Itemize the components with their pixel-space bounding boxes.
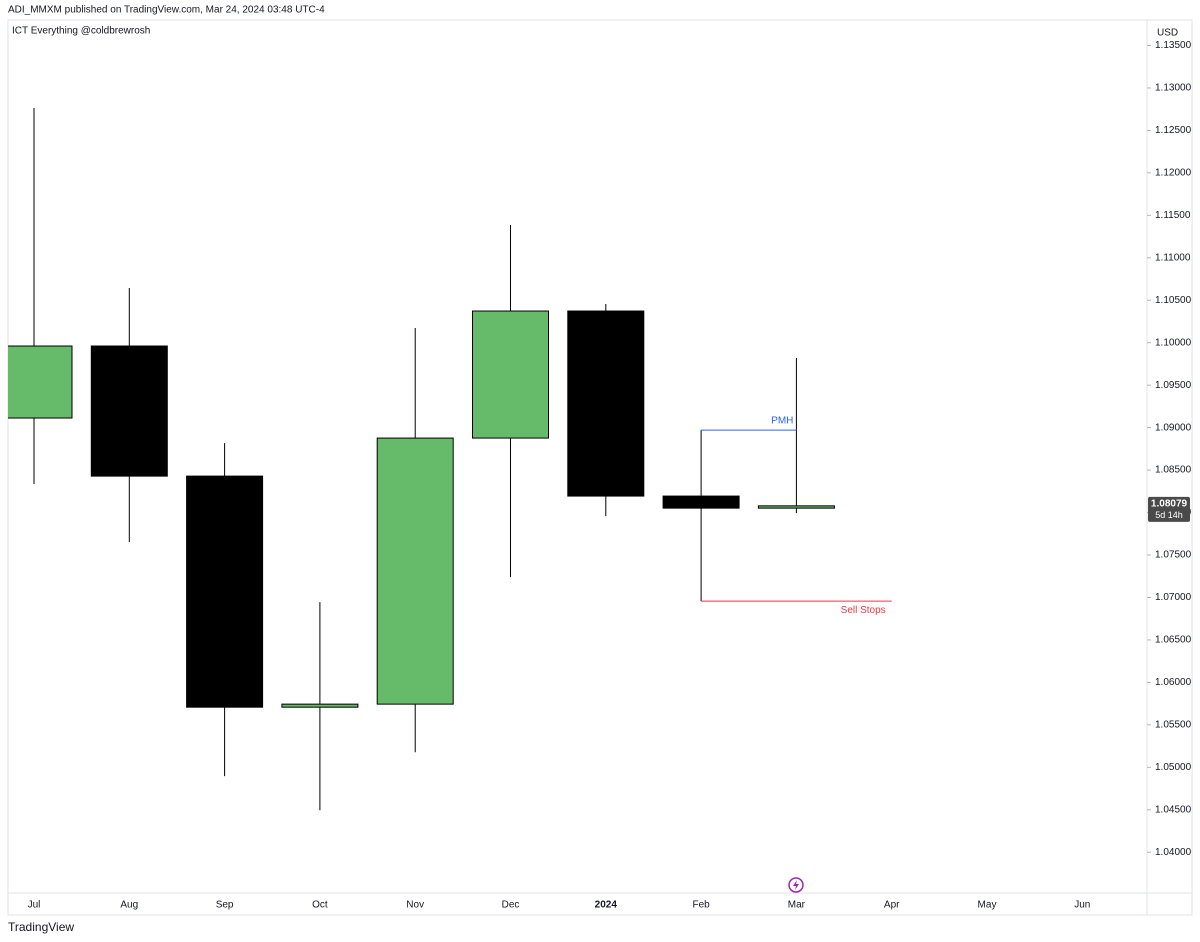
footer: TradingView bbox=[8, 920, 74, 934]
candle-body bbox=[757, 505, 835, 509]
replay-icon bbox=[788, 877, 804, 893]
x-tick-label: Jul bbox=[28, 900, 41, 911]
x-tick-label: 2024 bbox=[595, 900, 618, 911]
x-tick-label: Dec bbox=[502, 900, 520, 911]
y-tick-label: 1.13000 bbox=[1155, 83, 1192, 94]
x-tick-label: Mar bbox=[788, 900, 806, 911]
y-tick-label: 1.07500 bbox=[1155, 550, 1192, 561]
y-tick-label: 1.05500 bbox=[1155, 719, 1192, 730]
y-tick-label: 1.11000 bbox=[1155, 252, 1191, 263]
candle-body bbox=[281, 703, 359, 708]
x-tick-label: Nov bbox=[406, 900, 424, 911]
y-tick-label: 1.09000 bbox=[1155, 422, 1192, 433]
candle-body bbox=[662, 495, 740, 509]
y-tick-label: 1.05000 bbox=[1155, 762, 1192, 773]
y-tick-label: 1.08500 bbox=[1155, 465, 1192, 476]
y-tick-label: 1.11500 bbox=[1155, 210, 1191, 221]
x-tick-label: Jun bbox=[1074, 900, 1090, 911]
candle-body bbox=[472, 310, 549, 439]
y-tick-label: 1.09500 bbox=[1155, 380, 1192, 391]
y-tick-label: 1.10000 bbox=[1155, 337, 1192, 348]
candle-body bbox=[567, 310, 645, 497]
currency: USD bbox=[1157, 28, 1178, 39]
y-tick-label: 1.04000 bbox=[1155, 847, 1192, 858]
x-tick-label: May bbox=[978, 900, 997, 911]
frame bbox=[7, 19, 1193, 916]
candle-body bbox=[90, 345, 168, 477]
y-tick-label: 1.12500 bbox=[1155, 125, 1192, 136]
y-tick-label: 1.12000 bbox=[1155, 168, 1192, 179]
y-tick-label: 1.07000 bbox=[1155, 592, 1192, 603]
level-label: PMH bbox=[771, 416, 793, 427]
last-price-box bbox=[1148, 496, 1190, 522]
y-tick-label: 1.04500 bbox=[1155, 804, 1192, 815]
candle-body bbox=[8, 345, 73, 419]
candle-body bbox=[186, 475, 264, 708]
countdown-label: 5d 14h bbox=[1155, 510, 1183, 520]
y-tick-label: 1.06500 bbox=[1155, 635, 1192, 646]
x-tick-label: Oct bbox=[312, 900, 328, 911]
last-price-label: 1.08079 bbox=[1151, 498, 1188, 509]
x-tick-label: Apr bbox=[884, 900, 900, 911]
x-tick-label: Sep bbox=[216, 900, 234, 911]
x-tick-label: Aug bbox=[120, 900, 138, 911]
x-tick-label: Feb bbox=[692, 900, 710, 911]
header: ADI_MMXM published on TradingView.com, M… bbox=[8, 5, 325, 16]
level-label: Sell Stops bbox=[841, 605, 886, 616]
chart-title: ICT Everything @coldbrewrosh bbox=[12, 26, 150, 37]
y-tick-label: 1.06000 bbox=[1155, 677, 1192, 688]
y-tick-label: 1.10500 bbox=[1155, 295, 1192, 306]
y-tick-label: 1.13500 bbox=[1155, 40, 1192, 51]
candle-body bbox=[376, 437, 454, 705]
